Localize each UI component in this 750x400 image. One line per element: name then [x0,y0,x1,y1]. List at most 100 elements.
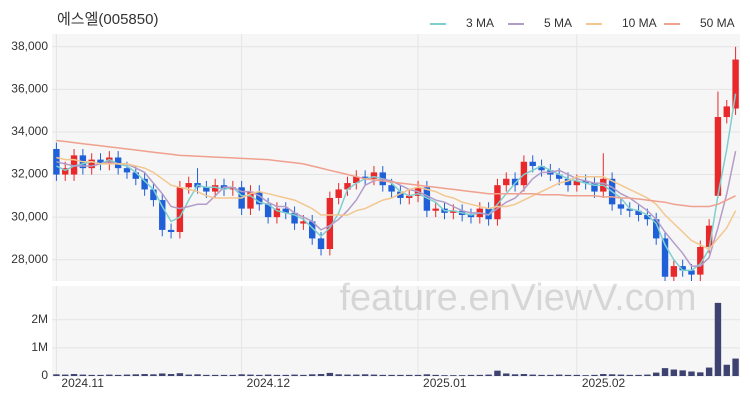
candle-body [132,172,139,179]
volume-bar [300,374,307,376]
volume-bar [555,374,563,376]
candle-body [167,229,175,233]
candle-body [732,59,739,109]
volume-bar [441,375,448,376]
volume-bar [397,374,404,376]
legend-label: 50 MA [700,16,735,30]
volume-bar [326,372,334,376]
candle-body [555,174,563,179]
volume-bar [309,374,316,376]
candle-body [626,208,633,211]
volume-bar [644,374,651,376]
price-panel [52,34,740,281]
watermark: feature.enViewV.com [339,277,696,319]
volume-bar [423,374,431,376]
volume-bar [732,358,739,376]
volume-bar [653,372,660,376]
volume-bar [353,374,360,376]
legend-label: 3 MA [466,16,494,30]
volume-bar [600,374,607,376]
volume-bar [264,374,272,376]
y-tick-label: 34,000 [11,124,48,138]
candle-body [520,161,528,186]
volume-bar [194,374,201,376]
candle-body [326,197,334,250]
candle-body [635,210,642,215]
volume-bar [520,374,528,376]
volume-bar [70,374,78,376]
candle-body [432,208,439,211]
volume-bar [220,374,228,376]
candle-body [141,178,148,190]
volume-bar [167,374,175,376]
candle-body [617,204,625,209]
candle-body [282,208,289,213]
candle-body [653,219,660,239]
volume-bar [88,374,95,376]
candle-body [591,183,598,192]
candle-body [176,187,184,233]
y-tick-label: 30,000 [11,209,48,223]
candle-body [529,161,536,167]
candle-body [450,210,457,213]
candle-body [106,157,113,164]
candle-body [203,187,210,192]
candle-body [273,208,281,218]
volume-bar [123,374,131,376]
candle-body [114,157,122,169]
candle-body [97,159,104,164]
candle-body [644,214,651,220]
candle-body [88,159,95,169]
candle-body [361,176,369,179]
volume-bar [661,368,669,376]
candle-body [344,183,351,190]
volume-bar [485,374,492,376]
candle-body [564,178,572,186]
volume-bar [159,373,166,376]
volume-bar [141,374,148,376]
candle-body [582,180,589,184]
volume-bar [53,374,60,376]
candle-body [353,176,360,184]
volume-bar [379,374,386,376]
volume-bar [458,375,466,376]
candle-body [573,180,581,186]
volume-bar [697,372,704,376]
volume-bar [132,374,139,376]
candle-body [309,221,316,239]
volume-bar [494,370,501,376]
volume-bar [97,374,104,376]
volume-bar [679,370,686,376]
volume-bar [467,374,475,376]
volume-bar [335,374,342,376]
y-tick-label: 38,000 [11,39,48,53]
candle-body [150,189,157,201]
volume-bar [705,367,713,376]
volume-bar [238,374,245,376]
candle-body [256,191,263,205]
volume-bar [503,373,510,376]
candle-body [388,185,395,192]
volume-bar [62,374,69,376]
candle-body [503,178,510,186]
volume-bar [282,374,289,376]
volume-panel [52,286,740,376]
volume-bar [361,374,369,376]
volume-bar [114,374,122,376]
candle-body [697,246,704,275]
y-tick-label: 36,000 [11,82,48,96]
candle-body [538,166,545,171]
candle-body [229,187,237,190]
volume-bar [564,374,572,376]
candle-body [679,266,686,271]
volume-bar [617,374,625,376]
candle-body [423,187,431,211]
candle-body [317,238,325,250]
volume-bar [547,374,554,376]
candle-body [264,204,272,218]
chart-title: 에스엘(005850) [57,11,158,28]
volume-bar [511,374,519,376]
volume-bar [626,374,633,376]
candle-body [705,225,713,247]
